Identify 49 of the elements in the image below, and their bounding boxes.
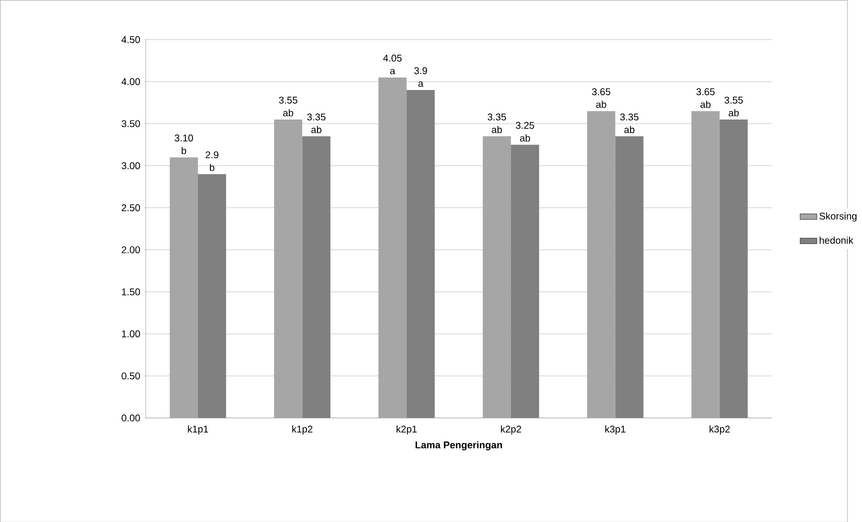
data-label: 2.9 [206, 151, 218, 158]
legend-label: hedonik [820, 236, 854, 244]
annotation: ab [700, 100, 711, 108]
bar [615, 136, 644, 418]
x-tick-label: k1p1 [188, 425, 208, 434]
x-tick-label: k3p2 [710, 425, 730, 434]
legend-label: Skorsing [819, 212, 856, 222]
annotation: ab [492, 126, 502, 133]
data-label: 3.35 [488, 113, 506, 120]
y-tick-label: 1.50 [122, 288, 140, 296]
data-label: 3.55 [724, 96, 743, 104]
data-label: 3.65 [592, 88, 610, 95]
bar [302, 136, 330, 418]
annotation: a [390, 68, 396, 74]
data-label: 3.35 [620, 113, 638, 120]
x-tick-label: k2p1 [396, 425, 417, 434]
data-label: 4.05 [383, 54, 402, 62]
y-tick-label: 3.00 [122, 162, 140, 169]
x-tick-label: k3p1 [605, 425, 626, 434]
bar [406, 90, 435, 418]
annotation: a [418, 81, 424, 87]
y-tick-label: 4.50 [122, 36, 140, 43]
annotation: b [182, 146, 186, 154]
bar [720, 119, 748, 418]
data-label: 3.25 [516, 122, 534, 129]
x-axis-title: Lama Pengeringan [416, 440, 502, 450]
y-tick-label: 2.00 [122, 246, 140, 254]
annotation: ab [520, 134, 530, 142]
annotation: b [210, 164, 214, 171]
bar [510, 144, 540, 418]
y-tick-label: 0.50 [122, 372, 140, 380]
y-tick-label: 4.00 [122, 78, 140, 85]
annotation: ab [596, 100, 606, 108]
x-tick-label: k1p2 [292, 425, 312, 434]
data-label: 3.9 [414, 67, 428, 74]
annotation: ab [283, 108, 294, 116]
annotation: ab [311, 126, 322, 133]
x-tick-label: k2p2 [500, 425, 522, 434]
annotation: ab [728, 108, 739, 116]
data-label: 3.35 [307, 113, 326, 120]
bar [198, 174, 226, 418]
data-label: 3.55 [279, 96, 298, 104]
data-label: 3.65 [696, 88, 715, 95]
y-tick-label: 0.00 [122, 414, 140, 422]
annotation: ab [624, 126, 634, 133]
y-tick-label: 2.50 [122, 204, 140, 212]
y-tick-label: 3.50 [122, 120, 140, 127]
data-label: 3.10 [174, 134, 193, 142]
y-tick-label: 1.00 [122, 330, 140, 338]
